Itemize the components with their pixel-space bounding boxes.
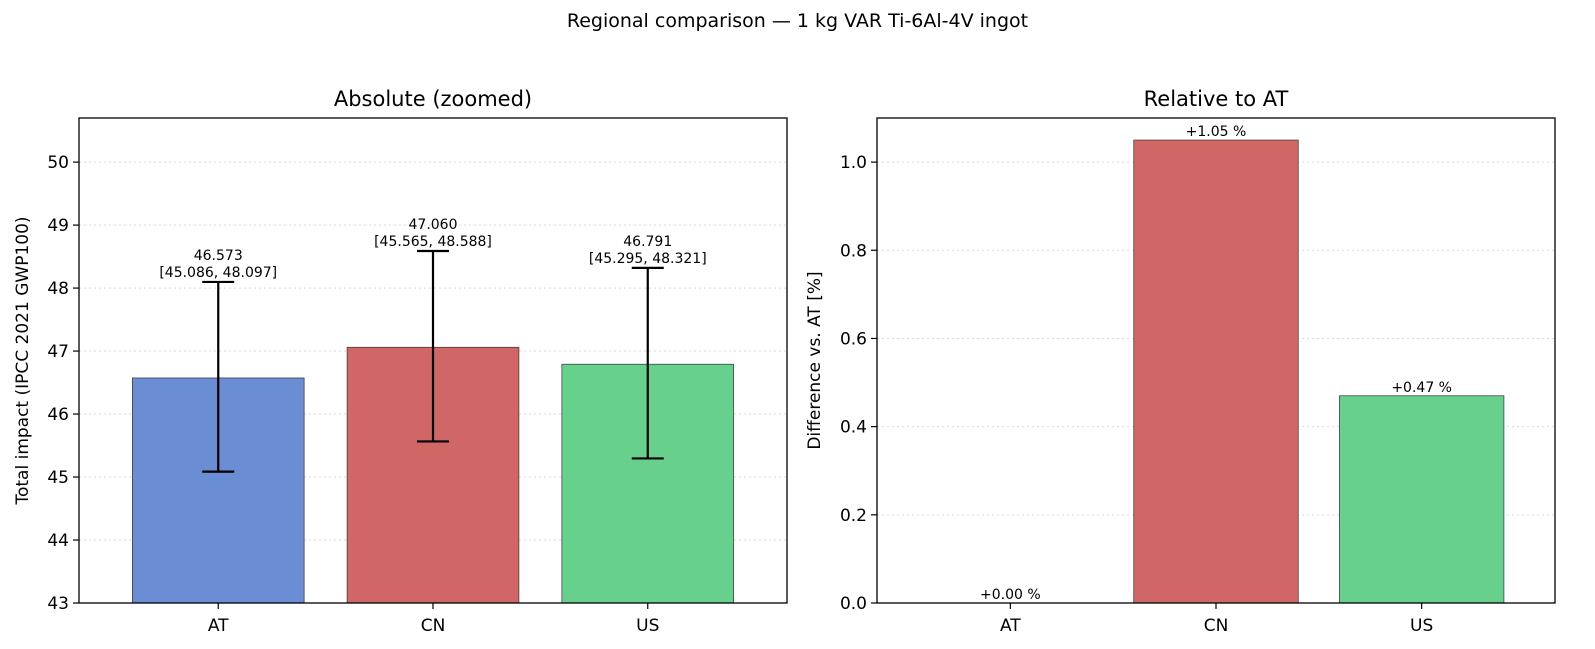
panel2-value-label: +0.47 % (1391, 380, 1452, 396)
panel2-ytick-label: 0.2 (840, 506, 867, 526)
panel2-ylabel: Difference vs. AT [%] (805, 271, 825, 449)
panel1-value-label: 47.060 (409, 217, 458, 233)
panel1-ylabel: Total impact (IPCC 2021 GWP100) (13, 216, 33, 505)
panel2-xtick-label: CN (1204, 616, 1229, 636)
panel1-ci-label: [45.565, 48.588] (374, 234, 492, 250)
panel1-ytick-label: 45 (47, 468, 69, 488)
panel2-bar-us (1339, 395, 1505, 604)
panel2-ytick-label: 0.4 (840, 418, 867, 438)
panel1-ytick-label: 43 (47, 594, 69, 614)
panel2-bar-cn (1133, 139, 1299, 604)
panel1-ytick-label: 50 (47, 153, 69, 173)
panel1-ci-label: [45.086, 48.097] (159, 265, 277, 281)
panel1-xtick-label: AT (208, 616, 229, 636)
panel2-ytick-label: 0.6 (840, 329, 867, 349)
panel2-value-label: +0.00 % (980, 587, 1041, 603)
panel2-axes-frame (876, 117, 1556, 604)
panel1-axes-frame (78, 117, 788, 604)
panel2-ytick-label: 0.8 (840, 241, 867, 261)
panel2-ytick-label: 0.0 (840, 594, 867, 614)
panel1-xtick-label: US (636, 616, 659, 636)
panel1-ytick-label: 44 (47, 531, 69, 551)
panel2-title: Relative to AT (1144, 87, 1289, 111)
panel2-xtick-label: AT (1000, 616, 1021, 636)
panel1-ci-label: [45.295, 48.321] (589, 251, 707, 267)
panel2-value-label: +1.05 % (1186, 124, 1247, 140)
panel2-ytick-label: 1.0 (840, 153, 867, 173)
figure-suptitle: Regional comparison — 1 kg VAR Ti-6Al-4V… (566, 10, 1029, 32)
panel1-ytick-label: 49 (47, 216, 69, 236)
panel1-xtick-label: CN (421, 616, 446, 636)
panel1-ytick-label: 48 (47, 279, 69, 299)
panel1-value-label: 46.791 (623, 234, 672, 250)
panel1-ytick-label: 46 (47, 405, 69, 425)
panel2-xtick-label: US (1410, 616, 1433, 636)
panel1-ytick-label: 47 (47, 342, 69, 362)
panel1-title: Absolute (zoomed) (334, 87, 532, 111)
panel1-value-label: 46.573 (194, 248, 243, 264)
